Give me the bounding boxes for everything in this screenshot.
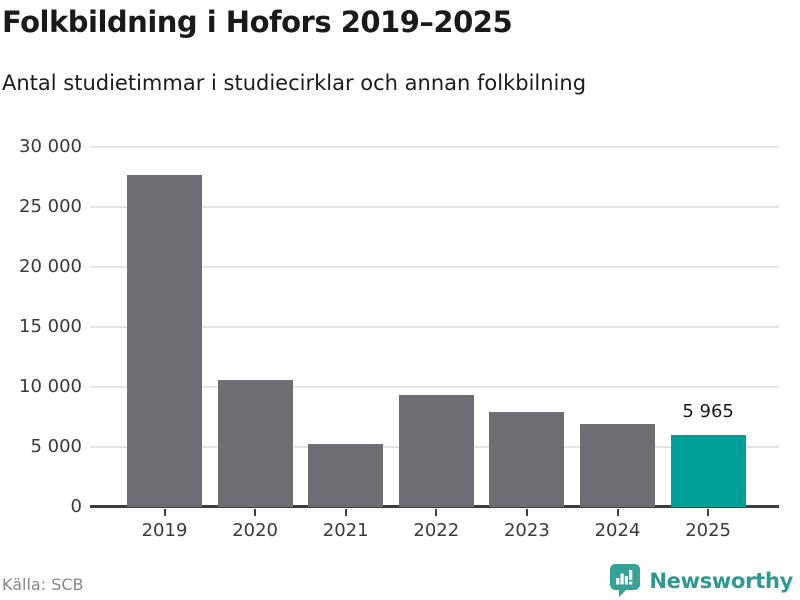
x-axis-label-2021: 2021 <box>322 520 369 541</box>
newsworthy-wordmark: Newsworthy <box>649 568 793 593</box>
y-axis-tick-label: 15 000 <box>19 316 82 337</box>
gridline <box>90 266 779 268</box>
y-axis-tick-label: 25 000 <box>19 196 82 217</box>
gridline <box>90 146 779 148</box>
y-axis-tick-label: 20 000 <box>19 256 82 277</box>
x-axis-label-2020: 2020 <box>232 520 278 541</box>
bar-value-label: 5 965 <box>682 401 734 423</box>
gridline <box>90 206 779 208</box>
x-axis-tick <box>163 509 166 516</box>
x-axis-tick <box>707 509 710 516</box>
y-axis-tick-label: 0 <box>70 496 82 517</box>
x-axis-label-2023: 2023 <box>503 520 550 541</box>
x-axis-tick <box>616 509 619 516</box>
y-axis-tick-label: 30 000 <box>19 136 82 157</box>
x-axis-tick <box>435 509 438 516</box>
newsworthy-bubble-barchart-icon <box>610 564 641 597</box>
newsworthy-logo[interactable]: Newsworthy <box>609 563 793 598</box>
x-axis-tick <box>525 509 528 516</box>
bar-2023 <box>489 412 565 507</box>
gridline <box>90 326 779 328</box>
plot-area: 0 5 000 10 000 15 000 20 000 25 000 30 000 2019… <box>19 137 779 541</box>
x-axis-label-2025: 2025 <box>685 520 731 541</box>
bar-2021 <box>308 444 384 507</box>
gridline <box>90 386 779 388</box>
bar-2020 <box>217 379 293 507</box>
bar-2022 <box>398 395 474 507</box>
x-axis-tick <box>254 509 257 516</box>
bar-2025 <box>670 435 746 507</box>
source-note: Källa: SCB <box>2 575 84 594</box>
bar-2019 <box>127 174 202 507</box>
y-axis-tick-label: 5 000 <box>30 436 82 457</box>
chart-title: Folkbildning i Hofors 2019–2025 <box>2 5 513 39</box>
x-axis-tick <box>344 509 347 516</box>
y-axis-tick-label: 10 000 <box>19 376 82 397</box>
chart-subtitle: Antal studietimmar i studiecirklar och a… <box>2 71 587 95</box>
x-axis-label-2019: 2019 <box>141 520 188 541</box>
x-axis-label-2022: 2022 <box>413 520 460 541</box>
bar-2024 <box>580 424 655 507</box>
x-axis-label-2024: 2024 <box>594 520 641 541</box>
